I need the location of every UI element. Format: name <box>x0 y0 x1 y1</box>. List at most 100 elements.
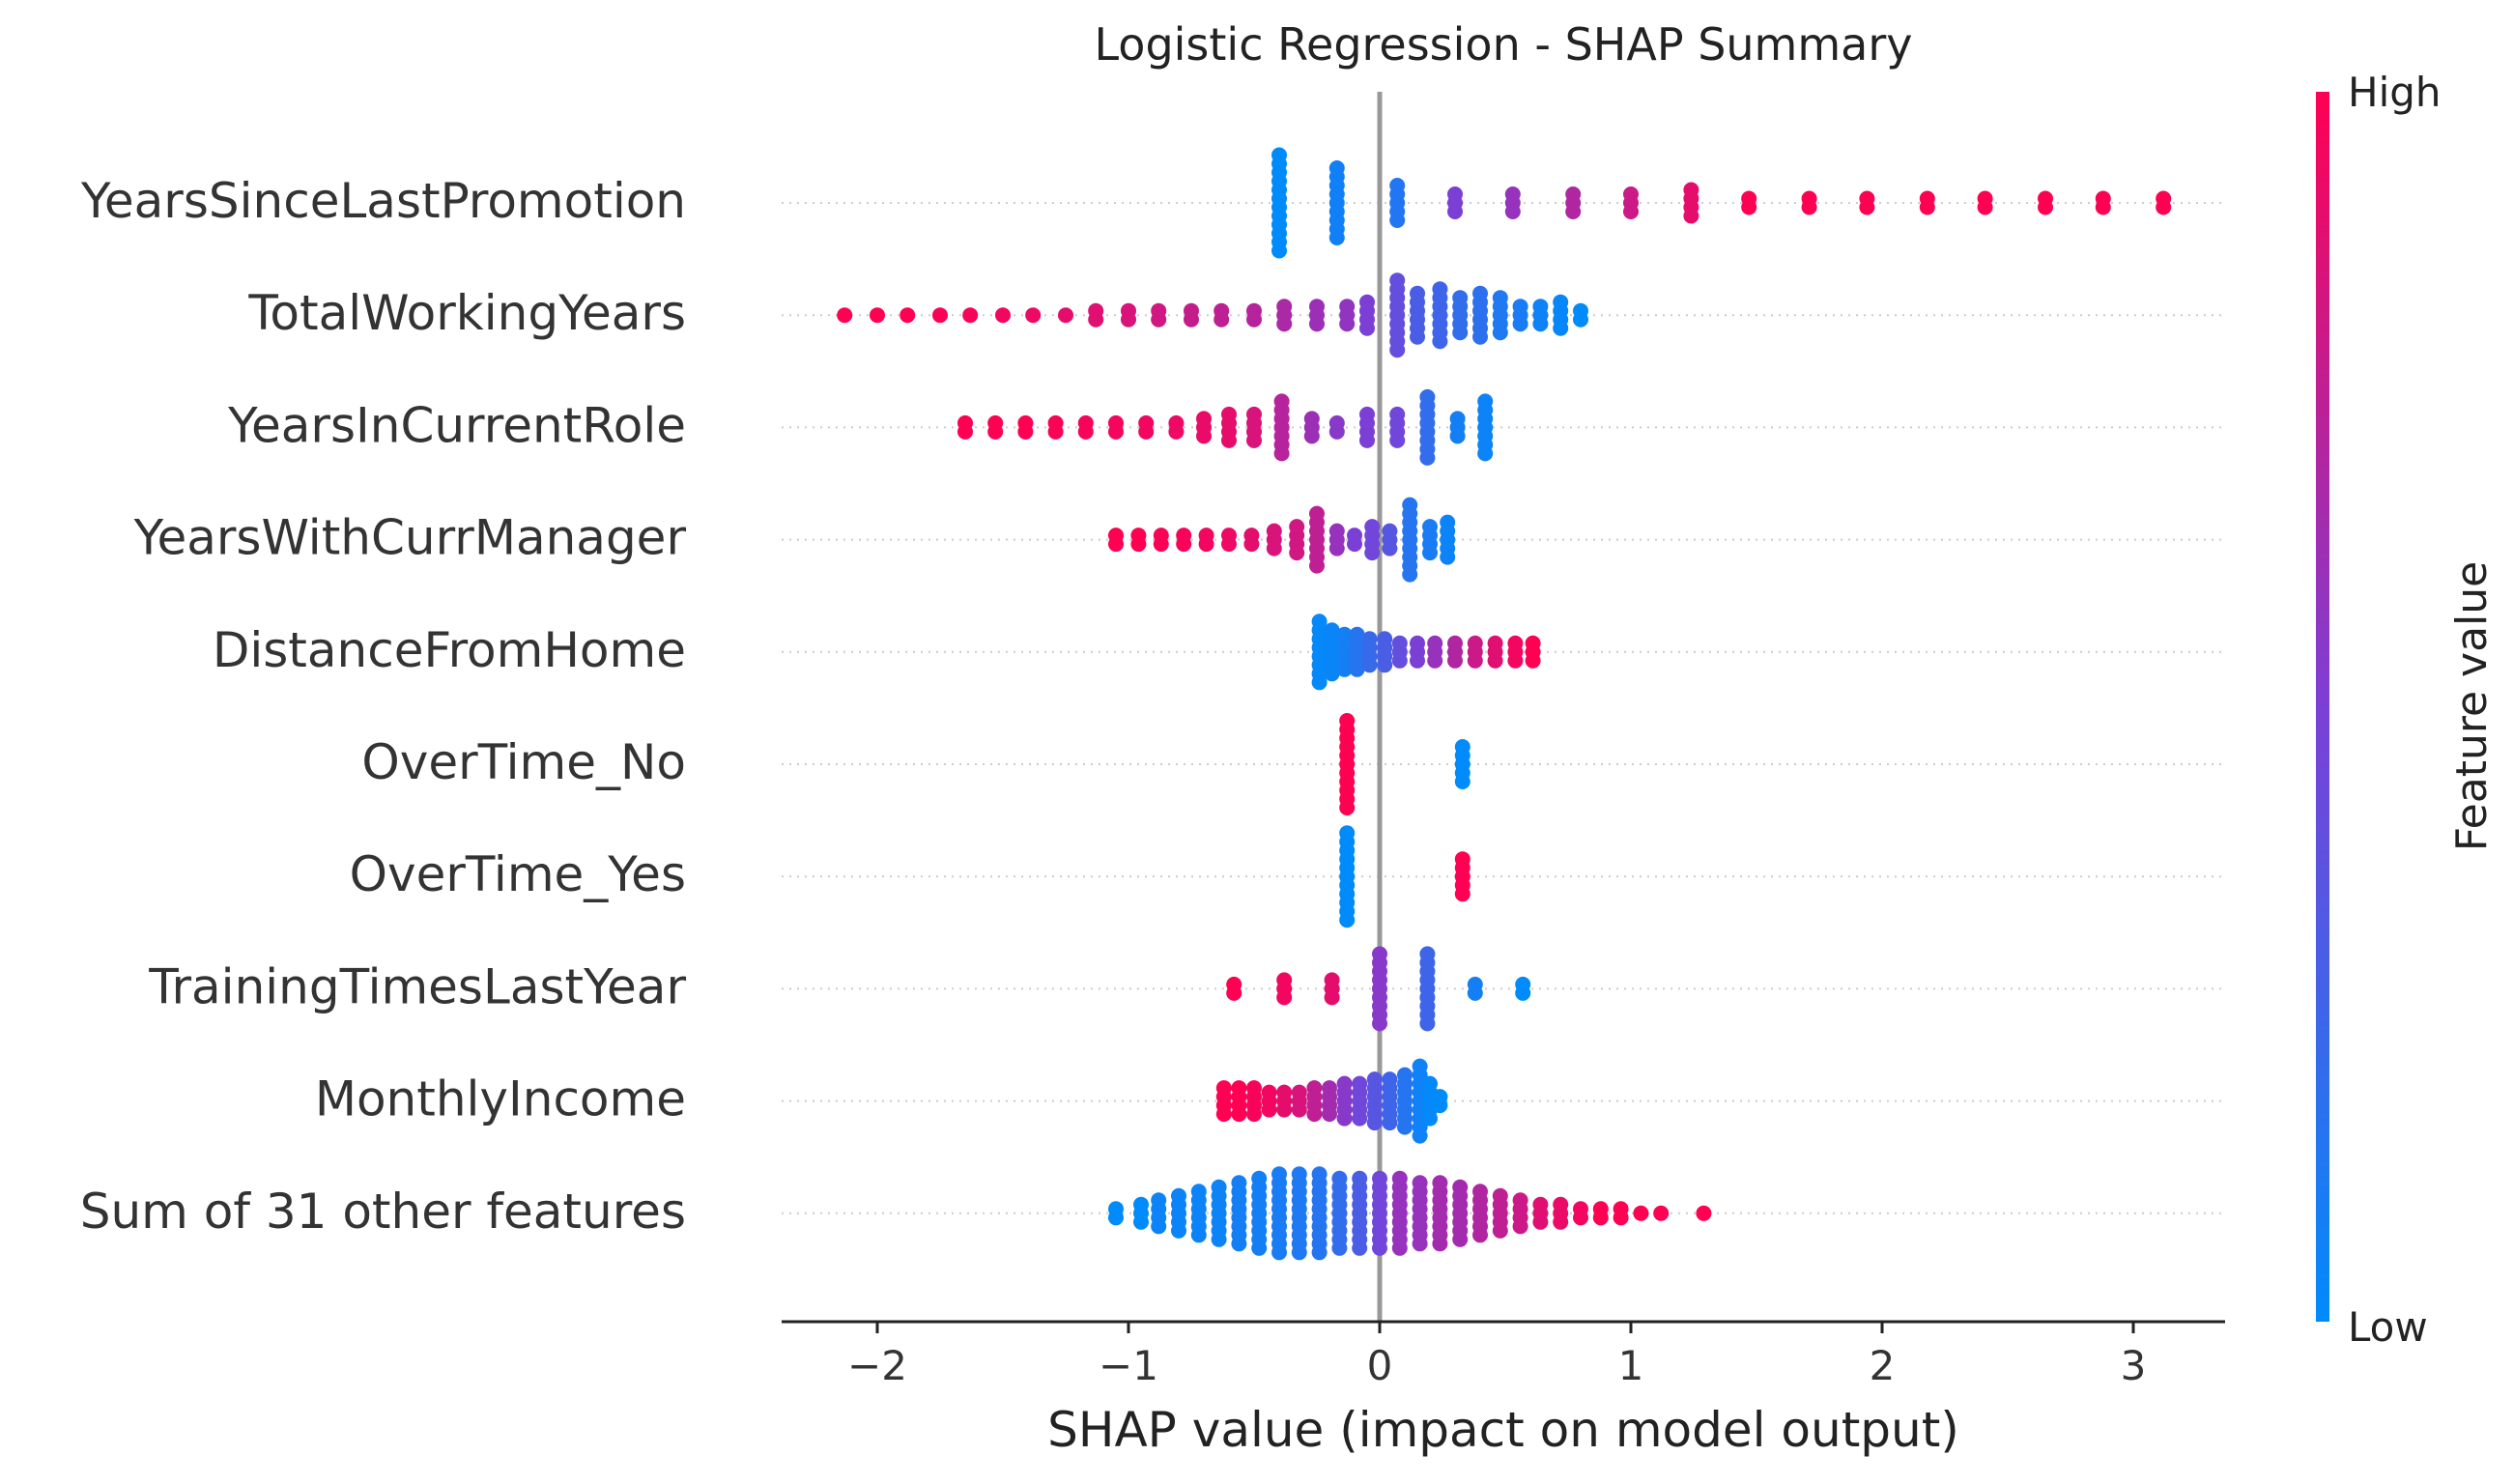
shap-point <box>1168 423 1185 440</box>
shap-point <box>1504 204 1521 219</box>
shap-point <box>1328 423 1345 440</box>
shap-point <box>1592 1210 1609 1226</box>
colorbar-high-label: High <box>2348 69 2442 116</box>
shap-point <box>1432 1236 1448 1252</box>
shap-point <box>1532 1213 1549 1230</box>
shap-point <box>1077 423 1094 440</box>
shap-point <box>1226 985 1242 1001</box>
shap-point <box>1382 540 1398 556</box>
shap-point <box>1801 199 1817 215</box>
shap-point <box>1151 1218 1167 1235</box>
shap-point <box>1741 199 1757 215</box>
shap-point <box>1352 1110 1368 1127</box>
feature-label: YearsInCurrentRole <box>227 397 686 453</box>
x-tick-label: 0 <box>1367 1342 1393 1389</box>
shap-point <box>1573 311 1588 328</box>
shap-point <box>1328 540 1345 556</box>
colorbar-title: Feature value <box>2447 561 2497 851</box>
shap-point <box>1184 311 1199 328</box>
shap-point <box>1389 213 1406 228</box>
shap-point <box>1683 208 1699 224</box>
shap-point <box>1919 199 1935 215</box>
shap-point <box>1025 307 1042 324</box>
shap-point <box>1487 652 1503 669</box>
shap-point <box>1553 320 1569 336</box>
colorbar <box>2316 92 2329 1322</box>
shap-point <box>1389 342 1406 358</box>
shap-point <box>1412 1127 1428 1144</box>
shap-point <box>1214 311 1230 328</box>
shap-point <box>2038 199 2053 215</box>
shap-point <box>1440 549 1456 565</box>
shap-point <box>1088 311 1104 328</box>
shap-point <box>1512 1218 1528 1235</box>
shap-point <box>1108 536 1124 553</box>
shap-point <box>1246 311 1262 328</box>
grid-lines <box>782 202 2225 1214</box>
x-axis-ticks: −2 −1 0 1 2 3 <box>847 1322 2146 1389</box>
shap-point <box>1372 1015 1387 1032</box>
shap-point <box>1492 325 1508 341</box>
x-tick-label: −2 <box>847 1342 907 1389</box>
shap-point <box>1324 666 1340 682</box>
shap-point <box>1339 912 1356 928</box>
shap-point <box>1336 1110 1353 1127</box>
shap-point <box>1613 1210 1629 1226</box>
shap-point <box>1211 1231 1227 1247</box>
shap-point <box>1266 540 1282 556</box>
shap-point <box>1309 316 1325 332</box>
shap-point <box>1311 1244 1328 1261</box>
shap-point <box>1397 1119 1413 1135</box>
x-tick-label: −1 <box>1099 1342 1158 1389</box>
shap-point <box>1391 1240 1408 1256</box>
shap-point <box>1859 199 1875 215</box>
shap-point <box>1108 423 1124 440</box>
shap-point <box>1221 536 1237 553</box>
shap-point <box>1291 1244 1307 1261</box>
shap-point <box>1017 423 1034 440</box>
shap-point <box>1133 1213 1149 1230</box>
shap-point <box>1047 423 1064 440</box>
shap-point <box>1565 204 1582 219</box>
shap-point <box>1449 428 1466 444</box>
shap-point <box>1359 320 1375 336</box>
x-axis-label: SHAP value (impact on model output) <box>1047 1402 1959 1458</box>
shap-point <box>1573 1210 1588 1226</box>
shap-point <box>1352 1240 1368 1256</box>
shap-point <box>1331 1240 1348 1256</box>
shap-point <box>1261 1101 1277 1118</box>
shap-point <box>1452 1231 1469 1247</box>
shap-point <box>1653 1205 1670 1221</box>
shap-point <box>1472 328 1488 345</box>
shap-point <box>900 307 916 324</box>
x-tick-label: 2 <box>1870 1342 1896 1389</box>
shap-point <box>957 423 973 440</box>
shap-point <box>1532 316 1549 332</box>
shap-point <box>837 307 853 324</box>
shap-point <box>1507 652 1524 669</box>
shap-point <box>1359 432 1375 448</box>
feature-label: YearsWithCurrManager <box>133 510 687 566</box>
shap-point <box>1454 886 1471 902</box>
shap-point <box>1273 445 1290 462</box>
shap-point <box>1377 657 1393 673</box>
shap-point <box>1339 316 1356 332</box>
shap-point <box>1336 661 1353 677</box>
x-tick-label: 1 <box>1618 1342 1644 1389</box>
shap-point <box>1171 1222 1186 1239</box>
chart-title: Logistic Regression - SHAP Summary <box>1094 18 1912 71</box>
shap-point <box>1347 536 1362 553</box>
shap-point <box>2095 199 2111 215</box>
shap-point <box>1389 432 1406 448</box>
shap-point <box>1477 445 1494 462</box>
feature-label: YearsSinceLastPromotion <box>80 173 686 229</box>
shap-point <box>1221 432 1237 448</box>
shap-point <box>1306 1106 1323 1123</box>
shap-point <box>1454 774 1471 789</box>
shap-point <box>932 307 948 324</box>
shap-point <box>1349 661 1365 677</box>
shap-point <box>1190 1227 1207 1243</box>
shap-point <box>1366 1115 1383 1131</box>
shap-point <box>1402 566 1418 583</box>
